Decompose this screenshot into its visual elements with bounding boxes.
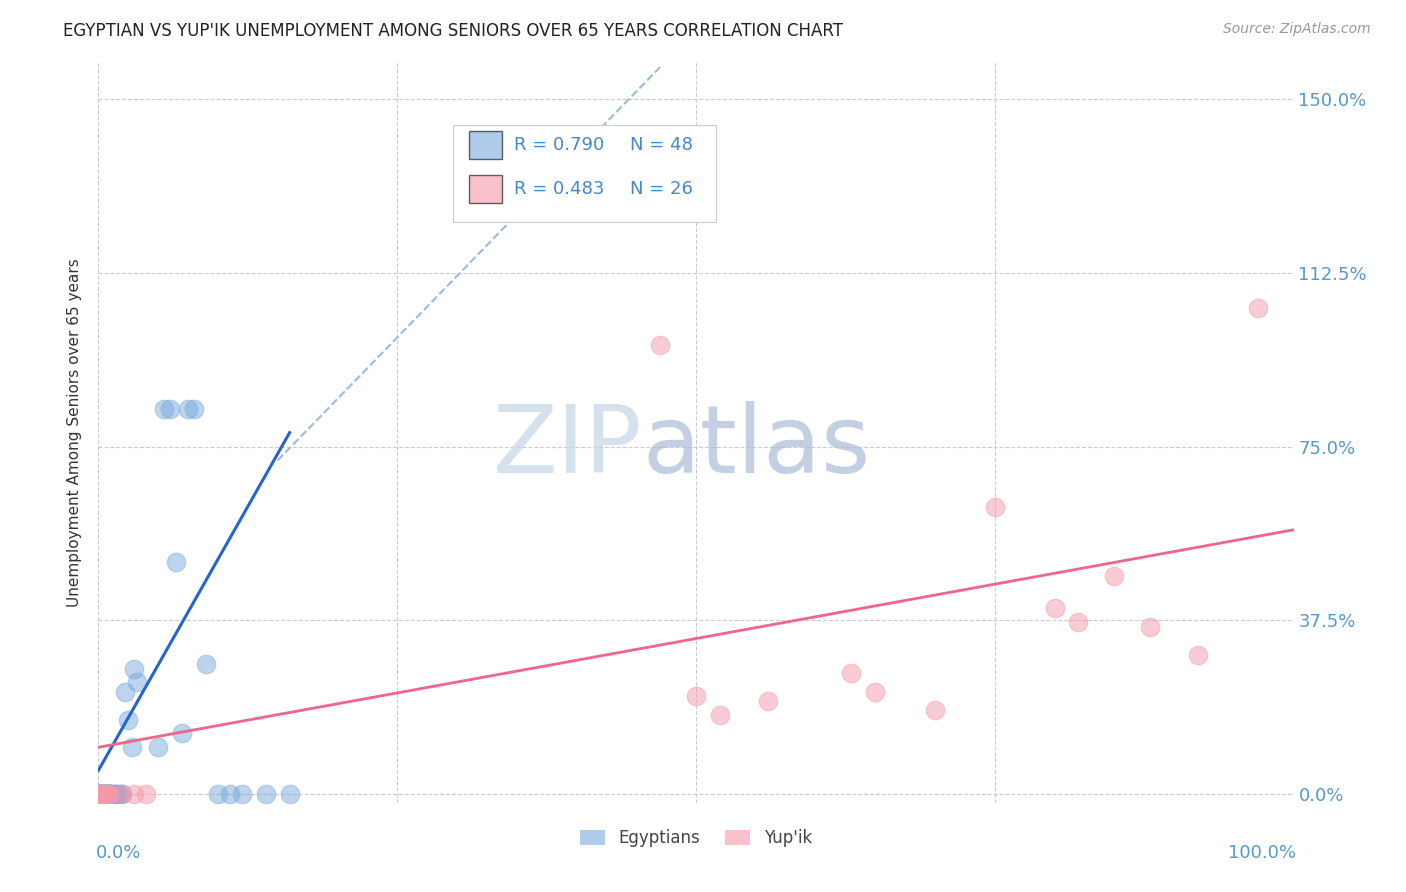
Point <box>89 787 111 801</box>
Point <box>159 402 181 417</box>
Point <box>172 726 194 740</box>
Text: N = 48: N = 48 <box>630 136 693 153</box>
Point <box>91 787 114 801</box>
Point <box>648 337 672 351</box>
Point <box>153 402 176 417</box>
Point <box>121 740 143 755</box>
Point <box>98 787 121 801</box>
Point <box>984 500 1007 514</box>
Point <box>1043 601 1066 615</box>
Point <box>111 787 134 801</box>
Point <box>91 787 114 801</box>
Point <box>94 787 117 801</box>
Point <box>87 787 110 801</box>
Point <box>709 707 731 722</box>
Text: Source: ZipAtlas.com: Source: ZipAtlas.com <box>1223 22 1371 37</box>
Point <box>91 787 114 801</box>
Point <box>1104 569 1126 583</box>
Point <box>87 787 110 801</box>
Text: 100.0%: 100.0% <box>1227 844 1296 862</box>
Point <box>1187 648 1209 662</box>
Point <box>98 787 122 801</box>
Point <box>100 787 122 801</box>
Point <box>124 787 146 801</box>
Point <box>107 787 129 801</box>
Point <box>91 787 114 801</box>
Point <box>93 787 115 801</box>
Point <box>183 402 205 417</box>
Point <box>195 657 218 671</box>
Point <box>87 787 110 801</box>
Point <box>135 787 157 801</box>
Point <box>231 787 253 801</box>
Text: atlas: atlas <box>643 401 870 493</box>
Point <box>108 787 131 801</box>
Point <box>89 787 111 801</box>
Point <box>105 787 128 801</box>
Point <box>865 685 887 699</box>
Point <box>148 740 170 755</box>
Point <box>1139 620 1161 634</box>
Point <box>96 787 118 801</box>
Text: 0.0%: 0.0% <box>96 844 142 862</box>
Point <box>111 787 134 801</box>
Point <box>207 787 229 801</box>
Point <box>924 703 946 717</box>
Point <box>97 787 120 801</box>
Point <box>165 555 187 569</box>
Point <box>125 675 148 690</box>
Point <box>93 787 115 801</box>
Point <box>97 787 120 801</box>
Point <box>98 787 122 801</box>
Point <box>254 787 277 801</box>
Text: ZIP: ZIP <box>492 401 643 493</box>
Text: R = 0.790: R = 0.790 <box>515 136 605 153</box>
Point <box>90 787 112 801</box>
Point <box>96 787 118 801</box>
Point <box>90 787 112 801</box>
Point <box>278 787 301 801</box>
Point <box>1067 615 1090 630</box>
Point <box>177 402 200 417</box>
Point <box>1247 301 1270 315</box>
Point <box>98 787 121 801</box>
Point <box>90 787 112 801</box>
Point <box>124 662 146 676</box>
Point <box>841 666 863 681</box>
Point <box>94 787 117 801</box>
Text: EGYPTIAN VS YUP'IK UNEMPLOYMENT AMONG SENIORS OVER 65 YEARS CORRELATION CHART: EGYPTIAN VS YUP'IK UNEMPLOYMENT AMONG SE… <box>63 22 844 40</box>
Point <box>91 787 114 801</box>
Point <box>114 685 136 699</box>
Point <box>93 787 115 801</box>
Point <box>104 787 127 801</box>
Legend: Egyptians, Yup'ik: Egyptians, Yup'ik <box>574 822 818 854</box>
FancyBboxPatch shape <box>470 175 502 203</box>
Point <box>87 787 110 801</box>
Text: R = 0.483: R = 0.483 <box>515 180 605 198</box>
Point <box>97 787 120 801</box>
Point <box>685 690 707 704</box>
Point <box>756 694 779 708</box>
Point <box>219 787 242 801</box>
FancyBboxPatch shape <box>453 126 716 221</box>
Point <box>90 787 112 801</box>
Point <box>101 787 124 801</box>
Point <box>89 787 111 801</box>
Point <box>98 787 122 801</box>
Y-axis label: Unemployment Among Seniors over 65 years: Unemployment Among Seniors over 65 years <box>67 259 83 607</box>
FancyBboxPatch shape <box>470 130 502 159</box>
Point <box>96 787 118 801</box>
Text: N = 26: N = 26 <box>630 180 693 198</box>
Point <box>117 713 139 727</box>
